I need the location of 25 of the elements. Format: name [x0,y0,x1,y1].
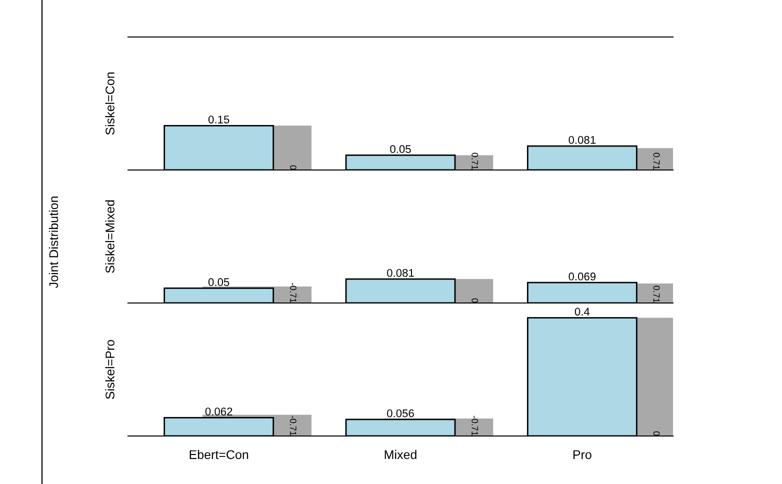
data-label: 0.081 [387,268,414,277]
annotation: 0.71 [472,152,478,170]
x-tick-label: Pro [573,450,592,460]
x-tick-label: Ebert=Con [190,450,248,460]
annotation: 0 [472,298,478,303]
annotation: 0 [290,165,296,170]
data-label: 0.069 [568,272,596,280]
y-axis-title: Siskel=Pro [105,340,114,399]
data-label: 0.062 [205,408,232,416]
annotation: -0.71 [290,282,296,303]
text: Joint Distribution [48,196,58,288]
data-label: 0.05 [208,278,230,286]
x-tick-label: Mixed [384,450,416,460]
y-axis-title: Siskel=Con [105,72,114,135]
data-label: 0.05 [390,145,411,154]
annotation: 0.71 [653,152,660,170]
data-label: 0.081 [568,136,596,144]
data-label: 0.15 [208,116,230,124]
annotation: 0 [653,431,660,436]
data-label: 0.4 [574,308,590,316]
annotation: -0.71 [290,416,296,436]
annotation: -0.71 [472,416,478,436]
y-axis-title: Siskel=Mixed [105,200,114,273]
annotation: 0.71 [653,286,660,303]
data-label: 0.056 [387,409,414,418]
